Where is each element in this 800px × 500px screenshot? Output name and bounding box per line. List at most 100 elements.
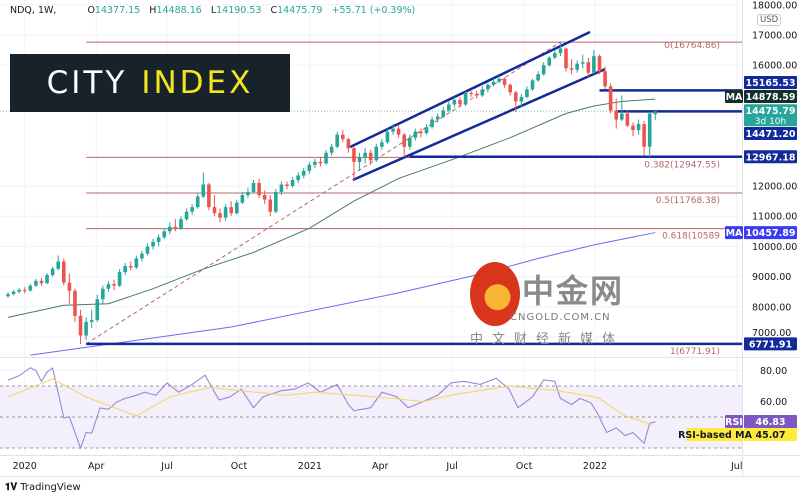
rsi-pane[interactable] (7, 367, 656, 450)
rsi-line (7, 367, 656, 450)
candle-body (620, 113, 624, 120)
candle (447, 101, 451, 113)
price-axis-label: 12967.18 (746, 152, 796, 163)
price-tick-label: 8000.00 (752, 302, 791, 313)
ma-tag-bg (725, 226, 743, 240)
candle (246, 187, 250, 199)
candle (223, 204, 228, 221)
candle-body (597, 56, 602, 72)
low-label: L (210, 5, 217, 16)
candle-body (39, 280, 44, 284)
candle (458, 96, 462, 108)
time-axis[interactable]: 2020 Apr Jul Oct 2021 Apr Jul Oct 2022 Jul (13, 461, 743, 472)
candle (145, 243, 150, 256)
candle (251, 179, 256, 194)
currency-badge[interactable]: USD (757, 14, 782, 26)
candle-body (134, 258, 139, 268)
candle-body (396, 128, 401, 135)
candle (547, 56, 552, 67)
candle-body (480, 89, 485, 96)
candle-body (636, 124, 641, 131)
symbol-label[interactable]: NDQ, 1W, (10, 5, 57, 16)
candle-body (28, 285, 33, 291)
price-label-bg (744, 337, 797, 351)
candle (608, 83, 613, 114)
candle-body (257, 182, 261, 196)
candle-body (653, 111, 658, 115)
city-index-logo: CITY INDEX (10, 54, 290, 112)
candle (329, 143, 334, 156)
candle-body (435, 116, 440, 120)
candle (631, 122, 635, 137)
candle (184, 208, 189, 221)
candle-body (285, 184, 289, 186)
candle-body (301, 170, 306, 176)
candle-body (234, 202, 239, 214)
candle-body (145, 246, 150, 254)
candle-body (497, 78, 501, 82)
candle (45, 272, 49, 285)
rsi-tag-bg (687, 428, 743, 441)
price-axis-label: 14471.20 (746, 129, 796, 140)
candle-body (519, 96, 524, 102)
candle-body (268, 199, 273, 212)
high-label: H (149, 5, 157, 16)
high-value: 14488.16 (156, 5, 202, 16)
candle-body (50, 268, 55, 276)
candle (78, 309, 83, 344)
candle-body (56, 261, 61, 269)
time-tick-label: Apr (88, 461, 105, 472)
candle-body (407, 137, 412, 147)
rsi-level-lines (0, 385, 742, 449)
candle (636, 119, 641, 135)
tradingview-footer[interactable]: 𝟏𝐕 TradingView (5, 482, 81, 493)
candle-body (34, 280, 38, 286)
candle (441, 107, 446, 119)
candle (313, 158, 317, 168)
price-axis[interactable]: 18000.00 17000.00 16000.00 12000.00 11000.00… (752, 0, 797, 408)
candle (324, 149, 328, 165)
price-tick-label: 7000.00 (752, 328, 791, 339)
candle (268, 195, 273, 217)
rsi-label-bg (744, 415, 797, 428)
logo-index-text: INDEX (141, 65, 254, 101)
candle-body (642, 124, 646, 147)
candle (391, 124, 395, 135)
price-tick-label: 12000.00 (752, 182, 797, 193)
candle (218, 208, 222, 223)
candle-body (67, 282, 72, 291)
candle-body (530, 80, 535, 90)
tradingview-logo-icon: 𝟏𝐕 (5, 482, 18, 493)
candle (140, 250, 144, 262)
candle (620, 95, 624, 122)
candle-body (413, 131, 418, 138)
candle (173, 219, 178, 232)
candle (435, 113, 440, 123)
price-tick-label: 11000.00 (752, 212, 797, 223)
candle-body (251, 182, 256, 193)
candle (614, 98, 619, 129)
candle (402, 133, 406, 158)
candle (207, 182, 211, 211)
change-value: +55.71 (+0.39%) (331, 5, 416, 16)
candle (469, 90, 473, 97)
rsi-tick-label: 60.00 (760, 397, 787, 408)
candle-body (553, 53, 557, 58)
candle-body (603, 71, 607, 87)
candle-body (6, 294, 10, 297)
fib-level-label: 0(16764.86) (664, 41, 720, 51)
rsi-tag: RSI-based MA (678, 430, 753, 441)
candle-body (631, 125, 635, 131)
time-tick-label: Oct (231, 461, 248, 472)
rsi-label-bg (744, 428, 797, 441)
candle (73, 288, 77, 322)
rsi-tag: RSI (725, 417, 743, 428)
price-pane[interactable]: 0(16764.86) 0.382(12947.55) 0.5(11768.38) 0… (0, 30, 742, 357)
candle (575, 60, 579, 73)
candle-body (229, 207, 233, 214)
candle (234, 199, 239, 215)
candle (597, 54, 602, 75)
candle (301, 167, 306, 179)
candle (156, 234, 161, 247)
